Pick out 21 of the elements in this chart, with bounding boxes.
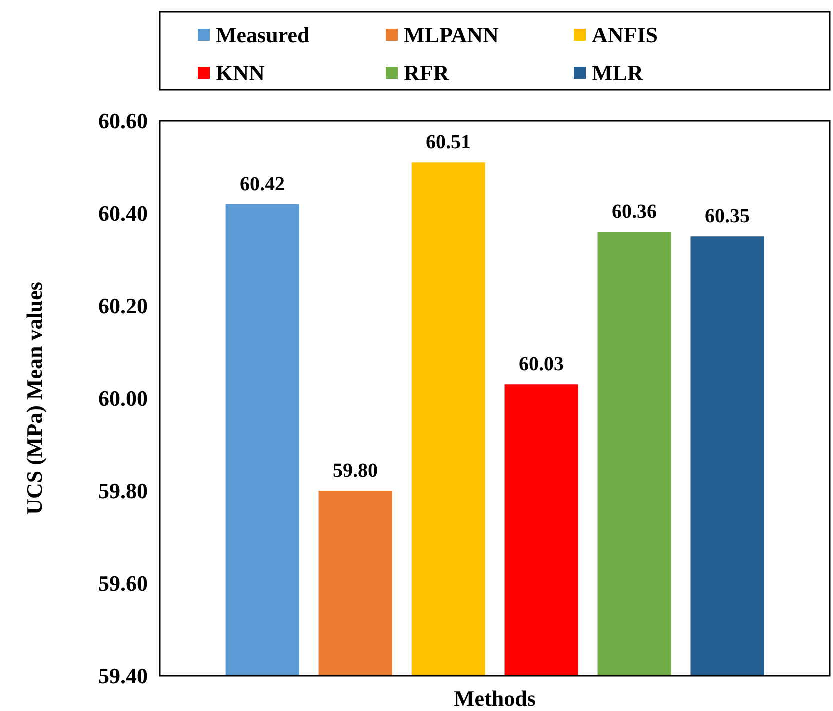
data-label: 60.03 [518,354,564,376]
y-tick-label: 60.60 [98,108,148,134]
x-axis-title: Methods [454,686,536,711]
legend-label: MLR [592,60,644,86]
data-label: 60.36 [612,201,657,223]
legend-label: ANFIS [592,22,658,48]
y-tick-label: 60.20 [98,294,148,319]
data-label: 60.51 [426,132,472,154]
y-tick-label: 60.00 [98,386,148,412]
y-axis-title: UCS (MPa) Mean values [22,282,47,515]
data-label: 59.80 [333,460,378,482]
data-label: 60.35 [704,206,750,228]
legend-label: MLPANN [404,22,500,48]
y-tick-label: 60.40 [98,201,148,226]
y-tick-label: 59.40 [98,664,148,689]
y-tick-label: 59.80 [98,478,148,504]
legend-label: Measured [216,22,310,48]
y-tick-label: 59.60 [98,571,148,596]
legend-label: RFR [404,60,450,86]
data-label: 60.42 [240,173,286,196]
legend-label: KNN [216,60,265,86]
